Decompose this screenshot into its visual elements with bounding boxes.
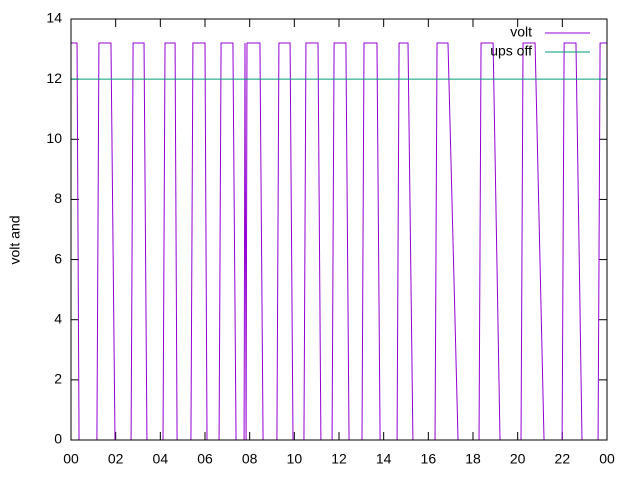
x-tick-label: 04 xyxy=(153,451,169,467)
x-tick-label: 18 xyxy=(465,451,481,467)
x-tick-label: 20 xyxy=(510,451,526,467)
legend-label: volt xyxy=(510,24,532,40)
x-tick-label: 22 xyxy=(555,451,571,467)
legend-label: ups off xyxy=(490,43,532,59)
x-tick-label: 16 xyxy=(421,451,437,467)
y-tick-label: 10 xyxy=(46,130,62,146)
series-line xyxy=(71,42,607,441)
y-tick-label: 12 xyxy=(46,70,62,86)
x-tick-label: 06 xyxy=(197,451,213,467)
x-tick-label: 00 xyxy=(599,451,615,467)
x-tick-label: 12 xyxy=(331,451,347,467)
plot-border xyxy=(70,18,608,441)
x-tick-label: 00 xyxy=(63,451,79,467)
x-tick-label: 02 xyxy=(108,451,124,467)
y-tick-label: 6 xyxy=(54,250,62,266)
x-tick-label: 14 xyxy=(376,451,392,467)
y-axis-label: volt and xyxy=(7,215,23,264)
y-tick-label: 4 xyxy=(54,310,62,326)
y-tick-label: 2 xyxy=(54,371,62,387)
y-tick-label: 0 xyxy=(54,431,62,447)
x-tick-label: 08 xyxy=(242,451,258,467)
y-tick-label: 14 xyxy=(46,10,62,26)
x-tick-label: 10 xyxy=(287,451,303,467)
y-tick-label: 8 xyxy=(54,190,62,206)
